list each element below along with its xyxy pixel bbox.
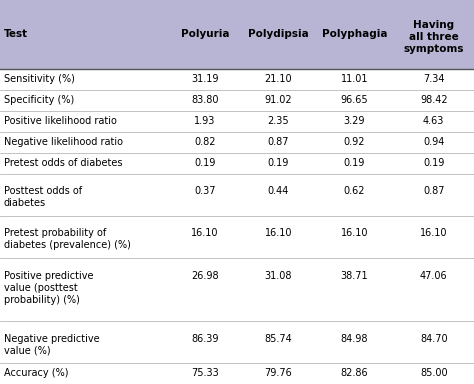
Text: 31.08: 31.08 bbox=[264, 270, 292, 281]
Text: 0.19: 0.19 bbox=[268, 158, 289, 168]
Bar bbox=[0, 258, 474, 321]
Text: Positive predictive
value (posttest
probability) (%): Positive predictive value (posttest prob… bbox=[4, 270, 93, 305]
Text: Negative likelihood ratio: Negative likelihood ratio bbox=[4, 137, 123, 147]
Text: Positive likelihood ratio: Positive likelihood ratio bbox=[4, 116, 117, 126]
Text: 3.29: 3.29 bbox=[344, 116, 365, 126]
Text: 1.93: 1.93 bbox=[194, 116, 216, 126]
Text: 26.98: 26.98 bbox=[191, 270, 219, 281]
Text: 4.63: 4.63 bbox=[423, 116, 445, 126]
Text: Polyphagia: Polyphagia bbox=[321, 30, 387, 40]
Text: 98.42: 98.42 bbox=[420, 95, 447, 105]
Text: 79.76: 79.76 bbox=[264, 369, 292, 379]
Text: 16.10: 16.10 bbox=[264, 228, 292, 238]
Text: 2.35: 2.35 bbox=[268, 116, 289, 126]
Text: 91.02: 91.02 bbox=[264, 95, 292, 105]
Bar bbox=[0, 111, 474, 132]
Bar bbox=[0, 90, 474, 111]
Text: Pretest odds of diabetes: Pretest odds of diabetes bbox=[4, 158, 122, 168]
Text: 85.00: 85.00 bbox=[420, 369, 447, 379]
Text: 16.10: 16.10 bbox=[420, 228, 447, 238]
Text: 16.10: 16.10 bbox=[340, 228, 368, 238]
Text: 0.94: 0.94 bbox=[423, 137, 445, 147]
Text: Having
all three
symptoms: Having all three symptoms bbox=[403, 20, 464, 54]
Text: Accuracy (%): Accuracy (%) bbox=[4, 369, 69, 379]
Bar bbox=[0, 321, 474, 363]
Text: 47.06: 47.06 bbox=[420, 270, 447, 281]
Text: 83.80: 83.80 bbox=[191, 95, 219, 105]
Bar bbox=[0, 363, 474, 384]
Text: 0.87: 0.87 bbox=[423, 187, 445, 197]
Text: 31.19: 31.19 bbox=[191, 74, 219, 84]
Text: 75.33: 75.33 bbox=[191, 369, 219, 379]
Text: 0.19: 0.19 bbox=[344, 158, 365, 168]
Text: 0.87: 0.87 bbox=[268, 137, 289, 147]
Text: 38.71: 38.71 bbox=[340, 270, 368, 281]
Text: 0.37: 0.37 bbox=[194, 187, 216, 197]
Text: 85.74: 85.74 bbox=[264, 334, 292, 344]
Bar bbox=[0, 132, 474, 153]
Text: Polydipsia: Polydipsia bbox=[248, 30, 309, 40]
Text: Negative predictive
value (%): Negative predictive value (%) bbox=[4, 334, 100, 356]
Text: 7.34: 7.34 bbox=[423, 74, 445, 84]
Text: Test: Test bbox=[4, 30, 28, 40]
Bar bbox=[0, 69, 474, 90]
Text: 16.10: 16.10 bbox=[191, 228, 219, 238]
Text: Posttest odds of
diabetes: Posttest odds of diabetes bbox=[4, 187, 82, 209]
Text: 82.86: 82.86 bbox=[340, 369, 368, 379]
Text: 0.62: 0.62 bbox=[344, 187, 365, 197]
Text: Sensitivity (%): Sensitivity (%) bbox=[4, 74, 75, 84]
Text: 0.92: 0.92 bbox=[344, 137, 365, 147]
Text: 11.01: 11.01 bbox=[340, 74, 368, 84]
Text: 96.65: 96.65 bbox=[340, 95, 368, 105]
Text: Polyuria: Polyuria bbox=[181, 30, 229, 40]
Text: 84.98: 84.98 bbox=[340, 334, 368, 344]
Text: 0.44: 0.44 bbox=[268, 187, 289, 197]
Text: 0.19: 0.19 bbox=[194, 158, 216, 168]
Bar bbox=[0, 216, 474, 258]
Text: 84.70: 84.70 bbox=[420, 334, 447, 344]
Text: 0.82: 0.82 bbox=[194, 137, 216, 147]
Bar bbox=[0, 174, 474, 216]
Text: 86.39: 86.39 bbox=[191, 334, 219, 344]
Text: 21.10: 21.10 bbox=[264, 74, 292, 84]
Bar bbox=[0, 153, 474, 174]
Text: Pretest probability of
diabetes (prevalence) (%): Pretest probability of diabetes (prevale… bbox=[4, 228, 131, 250]
Text: 0.19: 0.19 bbox=[423, 158, 445, 168]
Bar bbox=[0, 0, 474, 69]
Text: Specificity (%): Specificity (%) bbox=[4, 95, 74, 105]
